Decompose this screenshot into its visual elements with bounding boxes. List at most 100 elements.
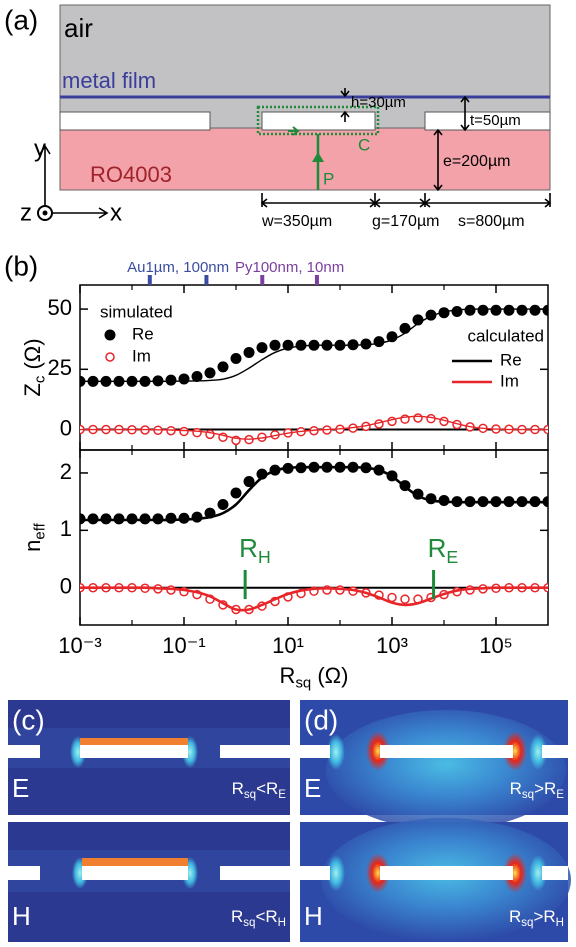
panel-label: (a) [4,4,38,35]
condition-label-part: H [278,917,286,929]
condition-label-part: <R [255,907,277,926]
port-label: P [323,169,334,188]
signal-strip [262,112,375,130]
plot-area [75,462,554,614]
region-label: air [64,13,93,43]
data-point [180,427,188,435]
legend-label: Re [500,350,522,369]
data-point [256,342,267,353]
x-axis-label-part: sq [295,675,311,692]
data-point [452,306,463,317]
x-axis-label-part: R [280,663,296,688]
field-maps: (c) (d) [8,700,571,942]
data-point [165,375,176,386]
field-label: H [12,901,31,931]
data-point [217,499,228,510]
data-point [206,430,214,438]
dimension-label: g=170µm [372,213,439,230]
legend-label: Im [500,371,519,390]
y-axis-label-part: (Ω) [20,338,45,375]
y-tick-label: 50 [48,295,72,320]
ground-strip [60,112,210,130]
data-point [414,414,422,422]
material-marker [148,275,152,285]
condition-label-part: E [556,789,564,801]
axis-label: z [20,199,32,226]
annotation-label: RH [239,533,271,567]
data-point [244,347,255,358]
y-tick-label: 1 [60,516,72,541]
condition-label-part: sq [244,789,256,801]
condition-label-part: >R [533,907,555,926]
data-point [179,373,190,384]
x-tick-label: 10¹ [272,633,304,658]
field-map [300,700,568,830]
annotation-label-part: H [258,546,271,566]
material-label: Py100nm, 10nm [235,259,344,276]
data-point [465,305,476,316]
legend-label: Im [132,346,151,365]
annotation-label-part: R [239,533,258,563]
data-point [231,488,242,499]
data-point [401,595,409,603]
data-point [477,305,488,316]
condition-label-part: R [231,907,243,926]
y-tick-label: 25 [48,355,72,380]
y-tick-label: 0 [60,415,72,440]
data-point [504,305,515,316]
material-marker [204,275,208,285]
y-tick-label: 2 [60,459,72,484]
data-point [373,336,384,347]
axis-label: x [110,199,122,226]
panel-label: (b) [4,250,38,281]
condition-label: Rsq<RE [232,779,287,801]
figure: (a) air metal film h=30µm t=50µm C RO400… [0,0,576,947]
data-point [491,305,502,316]
field-label: E [304,773,321,803]
panel-label: (c) [12,704,45,735]
contour-label: C [358,135,370,154]
data-point [543,305,554,316]
y-axis-label: neff [20,522,49,551]
dimension-label: s=800µm [458,213,525,230]
data-point [192,512,203,523]
condition-label-part: sq [521,917,533,929]
condition-label-part: E [278,789,286,801]
series-line [80,467,548,520]
y-axis-label-part: Z [20,383,45,396]
y-tick-label: 0 [60,574,72,599]
panel-label: (d) [304,704,338,735]
condition-label-part: R [510,779,522,798]
data-point [399,323,410,334]
legend-title: simulated [100,302,173,321]
data-point [165,513,176,524]
annotation-label-part: R [428,533,447,563]
dimension-label: e=200µm [443,153,510,170]
plot-frame [80,450,548,625]
dimension-label: h=30µm [351,94,406,111]
z-axis-dot [43,211,48,216]
condition-label-part: >R [534,779,556,798]
y-axis-label-part: n [20,540,45,552]
dimension-label: w=350µm [261,213,332,230]
data-point [269,340,280,351]
region-label: metal film [62,68,156,93]
condition-label-part: sq [522,789,534,801]
data-point [204,367,215,378]
annotation-label: RE [428,533,459,567]
axis-label: y [34,135,46,162]
data-point [217,361,228,372]
legend-label: Re [132,324,154,343]
legend-title: calculated [467,326,544,345]
condition-label-part: <R [256,779,278,798]
data-point [388,593,396,601]
x-tick-label: 10⁻¹ [162,633,205,658]
dimension-label: t=50µm [470,112,521,129]
x-tick-label: 10⁻³ [58,633,101,658]
data-point [530,305,541,316]
condition-label-part: sq [243,917,255,929]
x-axis-label-part: (Ω) [311,663,348,688]
field-label: E [12,773,29,803]
data-point [517,305,528,316]
region-label: RO4003 [90,162,172,187]
